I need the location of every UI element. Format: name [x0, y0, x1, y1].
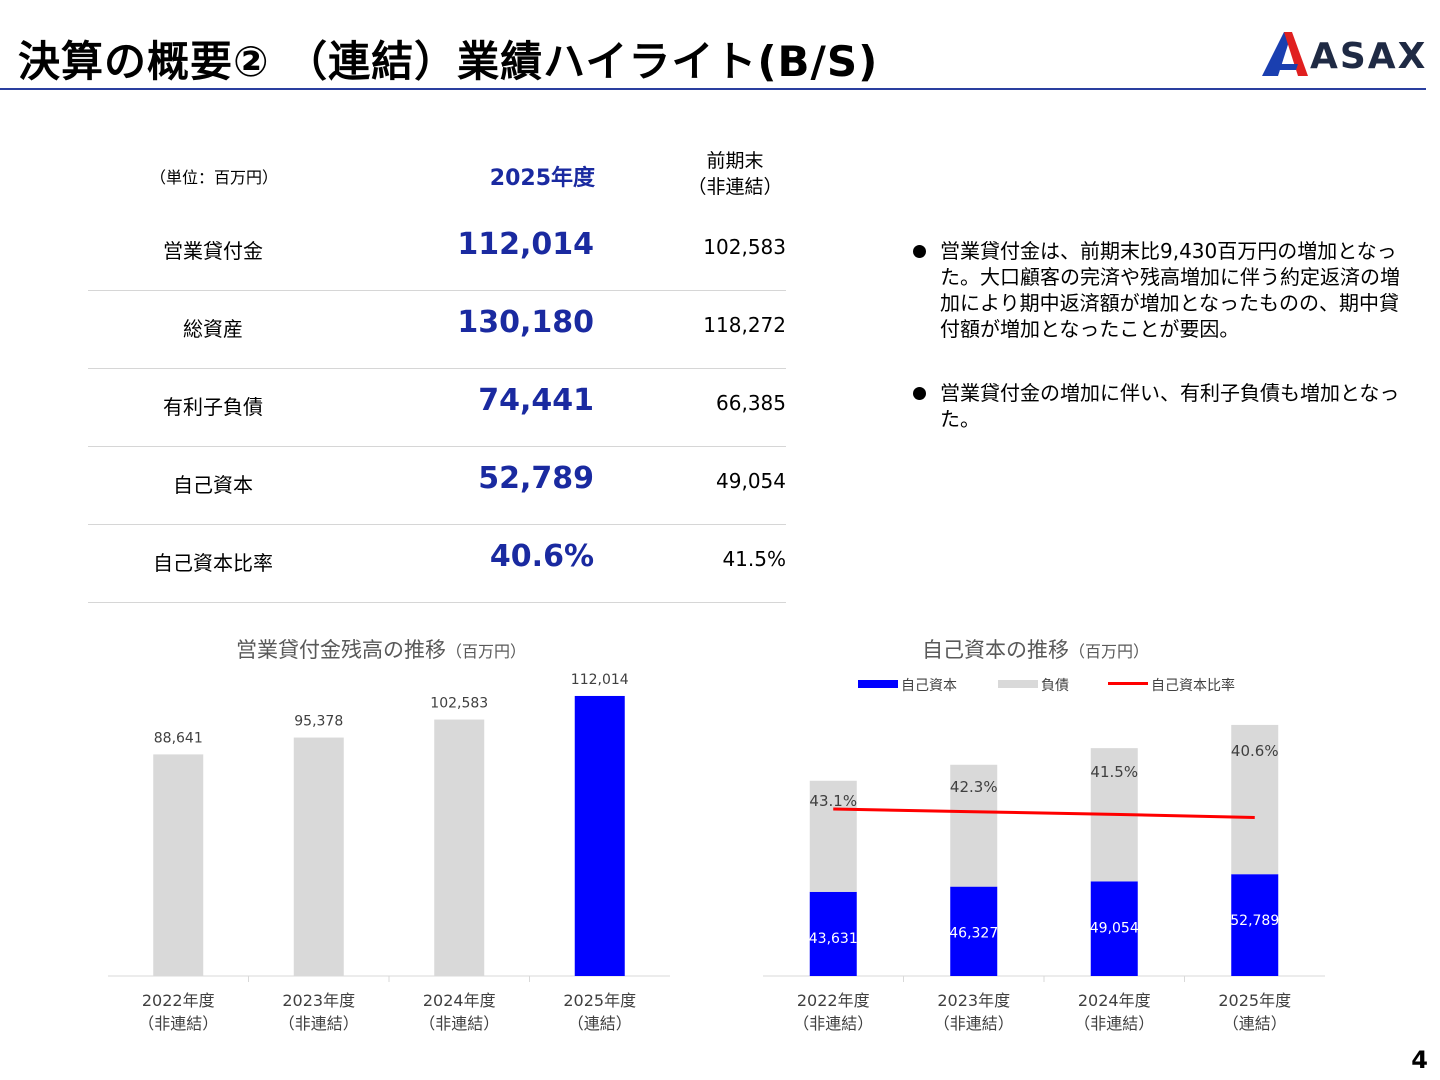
bar-equity	[1231, 874, 1279, 976]
ratio-line	[833, 807, 1255, 819]
table-row: 自己資本 52,789 49,054	[88, 447, 786, 525]
bullet-dot-icon	[913, 245, 926, 258]
bullet-item: 営業貸付金の増加に伴い、有利子負債も増加となった。	[910, 380, 1410, 432]
bar	[293, 737, 344, 976]
row-label: 総資産	[183, 317, 243, 341]
row-current-value: 112,014	[457, 227, 594, 262]
chart2-unit: （百万円）	[1069, 642, 1150, 661]
page-title: 決算の概要② （連結）業績ハイライト(B/S)	[18, 37, 879, 86]
company-logo: ASAX	[1258, 30, 1425, 80]
x-tick-label: （非連結）	[934, 1014, 1014, 1033]
bar-value-label: 102,583	[430, 696, 488, 712]
bullet-text: 営業貸付金の増加に伴い、有利子負債も増加となった。	[940, 381, 1400, 431]
row-current-value: 74,441	[478, 383, 594, 418]
row-label: 有利子負債	[163, 395, 263, 419]
table-row: 営業貸付金 112,014 102,583	[88, 213, 786, 291]
table-unit-label: （単位：百万円）	[150, 168, 279, 187]
row-current-value: 130,180	[457, 305, 594, 340]
row-current-value: 40.6%	[489, 539, 594, 574]
bar	[574, 695, 625, 976]
equity-value-label: 49,054	[1090, 920, 1139, 936]
x-tick-label: （非連結）	[138, 1014, 218, 1033]
row-label: 営業貸付金	[163, 239, 263, 263]
equity-value-label: 46,327	[949, 926, 998, 942]
table-row: 自己資本比率 40.6% 41.5%	[88, 525, 786, 603]
chart2-title-text: 自己資本の推移	[922, 638, 1069, 662]
ratio-value-label: 40.6%	[1231, 742, 1279, 760]
page-number: 4	[1411, 1046, 1428, 1074]
bar-equity	[950, 886, 998, 976]
x-tick-label: 2022年度	[142, 991, 215, 1010]
table-header-previous: 前期末 （非連結）	[680, 148, 790, 200]
bar-equity	[1090, 881, 1138, 976]
x-tick-label: 2023年度	[937, 991, 1010, 1010]
bar-value-label: 88,641	[154, 730, 203, 746]
x-tick-label: 2023年度	[282, 991, 355, 1010]
row-label: 自己資本	[173, 473, 253, 497]
x-tick-label: （連結）	[1223, 1014, 1287, 1033]
logo-text: ASAX	[1310, 36, 1428, 77]
table-row: 有利子負債 74,441 66,385	[88, 369, 786, 447]
legend-line-ratio	[1108, 682, 1148, 685]
legend-swatch-liabilities	[998, 680, 1038, 688]
table-header-previous-line2: （非連結）	[687, 176, 783, 198]
row-current-value: 52,789	[478, 461, 594, 496]
table-header-previous-line1: 前期末	[706, 150, 764, 172]
x-tick-label: 2024年度	[1078, 991, 1151, 1010]
x-tick-label: 2022年度	[797, 991, 870, 1010]
chart1-title: 営業貸付金残高の推移（百万円）	[236, 634, 526, 664]
x-tick-label: （連結）	[568, 1014, 632, 1033]
row-label: 自己資本比率	[153, 551, 273, 575]
equity-value-label: 43,631	[809, 931, 858, 947]
x-tick-label: （非連結）	[279, 1014, 359, 1033]
bullet-text: 営業貸付金は、前期末比9,430百万円の増加となった。大口顧客の完済や残高増加に…	[940, 239, 1400, 341]
bar-value-label: 112,014	[571, 672, 629, 688]
legend-label: 自己資本比率	[1151, 678, 1235, 694]
title-underline	[0, 88, 1426, 90]
chart2-title: 自己資本の推移（百万円）	[922, 634, 1149, 664]
table-header-current: 2025年度	[489, 166, 595, 191]
chart1-unit: （百万円）	[446, 642, 527, 661]
row-previous-value: 41.5%	[722, 547, 786, 571]
logo-mark-icon	[1262, 32, 1308, 76]
ratio-value-label: 43.1%	[809, 792, 857, 810]
x-tick-label: （非連結）	[793, 1014, 873, 1033]
chart1-title-text: 営業貸付金残高の推移	[236, 638, 446, 662]
equity-chart: 43,631 43.1% 2022年度 （非連結） 46,327 42.3% 2023年度 （…	[763, 724, 1325, 1033]
ratio-value-label: 42.3%	[950, 778, 998, 796]
bar-liabilities	[809, 780, 857, 892]
row-previous-value: 118,272	[703, 313, 786, 337]
bar-liabilities	[1231, 724, 1279, 875]
equity-value-label: 52,789	[1230, 913, 1279, 929]
legend-label: 自己資本	[901, 678, 957, 694]
loan-balance-chart: 88,641 2022年度 （非連結） 95,378 2023年度 （非連結） 102,58…	[108, 672, 670, 1033]
bar-equity	[809, 891, 857, 976]
x-tick-label: （非連結）	[419, 1014, 499, 1033]
x-tick-label: 2024年度	[423, 991, 496, 1010]
bar	[153, 754, 204, 976]
row-previous-value: 66,385	[716, 391, 786, 415]
ratio-value-label: 41.5%	[1090, 763, 1138, 781]
bullet-item: 営業貸付金は、前期末比9,430百万円の増加となった。大口顧客の完済や残高増加に…	[910, 238, 1410, 342]
commentary-bullets: 営業貸付金は、前期末比9,430百万円の増加となった。大口顧客の完済や残高増加に…	[910, 238, 1410, 470]
bar	[434, 719, 485, 976]
bar-liabilities	[950, 764, 998, 887]
x-tick-label: （非連結）	[1074, 1014, 1154, 1033]
legend-swatch-equity	[858, 680, 898, 688]
bullet-dot-icon	[913, 387, 926, 400]
table-row: 総資産 130,180 118,272	[88, 291, 786, 369]
x-tick-label: 2025年度	[563, 991, 636, 1010]
legend-label: 負債	[1041, 678, 1069, 694]
x-tick-label: 2025年度	[1218, 991, 1291, 1010]
bar-value-label: 95,378	[294, 714, 343, 730]
row-previous-value: 102,583	[703, 235, 786, 259]
row-previous-value: 49,054	[716, 469, 786, 493]
